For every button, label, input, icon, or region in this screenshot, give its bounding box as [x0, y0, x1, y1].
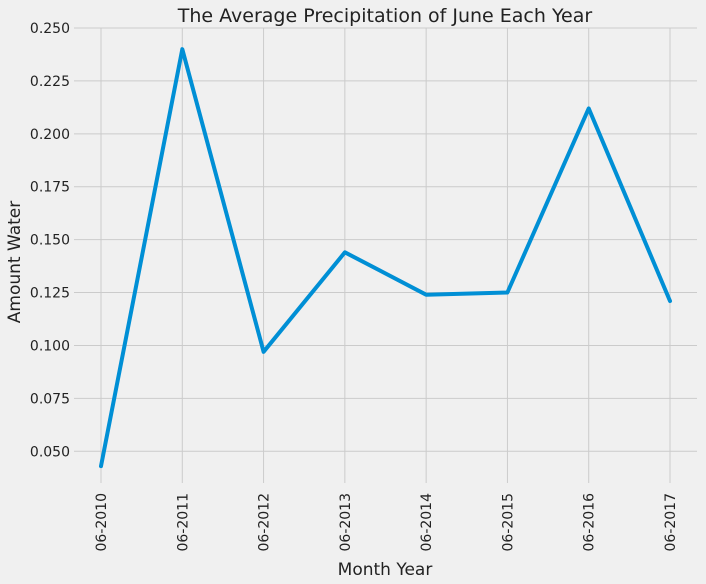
series-line: [99, 47, 672, 469]
y-tick-label: 0.125: [30, 286, 70, 302]
y-tick-label: 0.175: [30, 180, 70, 196]
y-tick-label: 0.200: [30, 127, 70, 143]
tick-labels: 0.050 0.075 0.100 0.125 0.150 0.175 0.200 0.225…: [30, 21, 679, 552]
x-tick-label: 06-2015: [500, 493, 516, 552]
chart-title: The Average Precipitation of June Each Y…: [177, 5, 593, 27]
x-tick-label: 06-2010: [94, 493, 110, 552]
y-tick-label: 0.225: [30, 74, 70, 90]
x-tick-label: 06-2013: [338, 493, 354, 552]
y-tick-label: 0.100: [30, 338, 70, 354]
y-tick-label: 0.250: [30, 21, 70, 37]
plot-area: [99, 47, 672, 469]
x-tick-label: 06-2011: [175, 493, 191, 552]
y-tick-label: 0.075: [30, 391, 70, 407]
x-tick-label: 06-2016: [582, 493, 598, 552]
x-tick-label: 06-2017: [663, 493, 679, 552]
y-tick-label: 0.050: [30, 444, 70, 460]
x-axis-label: Month Year: [338, 560, 433, 580]
y-axis-label: Amount Water: [5, 201, 25, 323]
x-tick-label: 06-2014: [419, 493, 435, 552]
y-tick-label: 0.150: [30, 233, 70, 249]
x-tick-label: 06-2012: [257, 493, 273, 552]
grid: [74, 27, 697, 483]
